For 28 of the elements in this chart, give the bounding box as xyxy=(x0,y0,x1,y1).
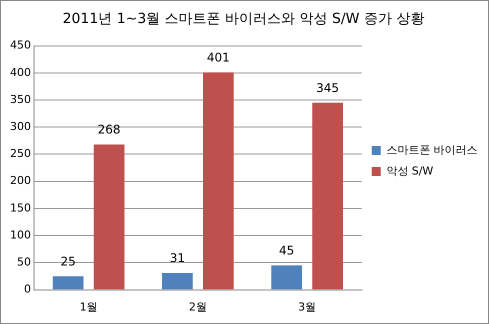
y-tick-label: 0 xyxy=(24,282,31,296)
data-label: 25 xyxy=(60,254,76,268)
y-tick-label: 250 xyxy=(10,147,31,160)
x-tick-label: 3월 xyxy=(298,300,316,314)
y-tick-label: 450 xyxy=(10,38,31,52)
y-tick-label: 400 xyxy=(10,66,31,79)
y-tick-label: 100 xyxy=(10,228,31,242)
x-tick-label: 1월 xyxy=(80,300,98,314)
y-tick-label: 200 xyxy=(10,174,31,188)
data-label: 45 xyxy=(279,244,294,258)
legend-label: 악성 S/W xyxy=(386,164,434,178)
chart-title: 2011년 1~3월 스마트폰 바이러스와 악성 S/W 증가 상황 xyxy=(62,11,424,28)
y-tick-label: 350 xyxy=(10,92,31,106)
y-tick-label: 150 xyxy=(10,201,31,214)
bar xyxy=(312,102,343,290)
data-label: 268 xyxy=(98,122,121,137)
bar xyxy=(202,72,234,290)
data-label: 345 xyxy=(316,80,340,95)
bar xyxy=(162,272,193,290)
x-tick-label: 2월 xyxy=(188,300,207,314)
bar xyxy=(94,144,124,290)
data-label: 401 xyxy=(206,50,230,64)
y-tick-label: 300 xyxy=(10,120,31,133)
y-tick-label: 50 xyxy=(16,256,31,269)
bar xyxy=(271,265,302,290)
bar xyxy=(52,276,84,290)
legend-label: 스마트폰 바이러스 xyxy=(386,143,478,156)
data-label: 31 xyxy=(170,251,186,266)
